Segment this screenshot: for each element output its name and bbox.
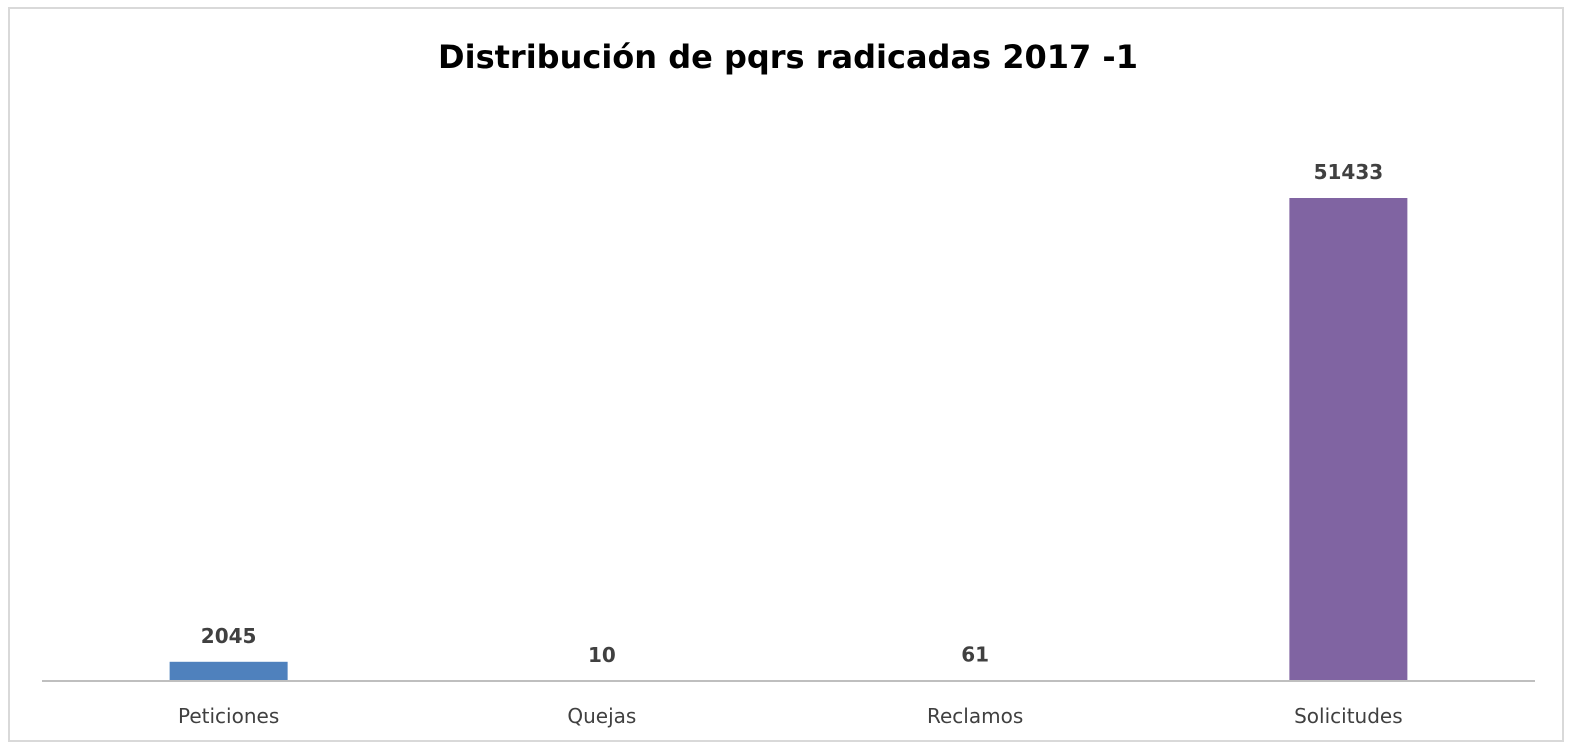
chart-title: Distribución de pqrs radicadas 2017 -1: [438, 38, 1138, 76]
x-axis-tick-labels: Peticiones Quejas Reclamos Solicitudes: [178, 704, 1403, 728]
bar-peticiones: [169, 661, 288, 681]
tick-label-reclamos: Reclamos: [927, 704, 1023, 728]
data-labels-layer: 2045 10 61 51433: [201, 160, 1383, 667]
bars-layer: [169, 198, 1408, 681]
tick-label-quejas: Quejas: [567, 704, 636, 728]
tick-label-peticiones: Peticiones: [178, 704, 279, 728]
data-label-peticiones: 2045: [201, 624, 257, 648]
data-label-quejas: 10: [588, 643, 616, 667]
tick-label-solicitudes: Solicitudes: [1294, 704, 1403, 728]
data-label-solicitudes: 51433: [1314, 160, 1384, 184]
bar-solicitudes: [1289, 198, 1408, 681]
data-label-reclamos: 61: [961, 642, 989, 666]
